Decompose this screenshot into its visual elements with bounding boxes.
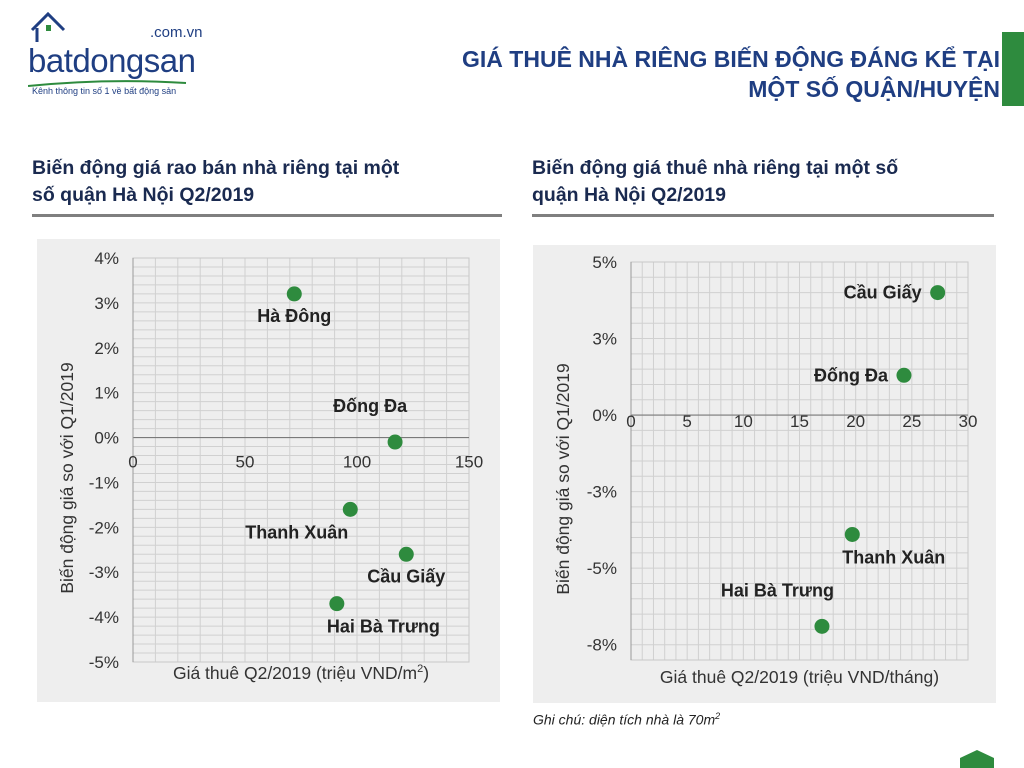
- y-tick-label: 1%: [94, 384, 119, 403]
- y-tick-label: -8%: [587, 636, 617, 655]
- y-tick-label: -5%: [89, 653, 119, 672]
- logo-tagline: Kênh thông tin số 1 về bất động sản: [32, 86, 177, 96]
- data-point-label: Hai Bà Trưng: [721, 580, 834, 600]
- y-axis-label: Biến động giá so với Q1/2019: [57, 362, 77, 593]
- y-tick-label: 3%: [592, 330, 617, 349]
- logo-domain: .com.vn: [150, 24, 203, 41]
- x-tick-label: 30: [959, 412, 978, 431]
- data-point: [342, 501, 358, 517]
- data-point: [398, 546, 414, 562]
- data-point-label: Đống Đa: [814, 365, 889, 385]
- y-tick-label: 0%: [592, 406, 617, 425]
- logo-word: batdongsan: [28, 42, 196, 79]
- data-point-label: Hà Đông: [257, 306, 331, 326]
- logo: .com.vn batdongsan Kênh thông tin số 1 v…: [28, 10, 203, 100]
- y-tick-label: 3%: [94, 294, 119, 313]
- x-axis-label: Giá thuê Q2/2019 (triệu VND/m2): [173, 663, 429, 683]
- footnote-sup: 2: [715, 711, 721, 721]
- left-chart-panel: 4% 3% 2% 1% 0% -1% -2% -3% -4% -5% 0 50 100 150 Giá th…: [37, 239, 500, 702]
- x-tick-label: 100: [343, 453, 371, 472]
- data-point: [930, 285, 946, 301]
- x-axis-label-text: Giá thuê Q2/2019 (triệu VND/m: [173, 663, 417, 683]
- y-tick-label: -3%: [89, 563, 119, 582]
- plot-area: [133, 258, 469, 662]
- y-tick-label: -3%: [587, 483, 617, 502]
- data-point: [286, 286, 302, 302]
- y-tick-label: -5%: [587, 559, 617, 578]
- accent-bar: [1002, 32, 1024, 106]
- x-axis-label-text: Giá thuê Q2/2019 (triệu VND/tháng): [660, 667, 939, 687]
- x-tick-label: 0: [626, 412, 635, 431]
- x-axis-label-sup: 2: [417, 663, 423, 675]
- x-axis-label: Giá thuê Q2/2019 (triệu VND/tháng): [660, 667, 939, 687]
- data-point-label: Hai Bà Trưng: [327, 617, 440, 637]
- page-title: GIÁ THUÊ NHÀ RIÊNG BIẾN ĐỘNG ĐÁNG KỂ TẠI…: [300, 44, 1000, 104]
- left-title-divider: [32, 214, 502, 217]
- data-point: [896, 367, 912, 383]
- x-tick-label: 10: [734, 412, 753, 431]
- y-tick-label: 5%: [592, 253, 617, 272]
- data-point-label: Thanh Xuân: [245, 522, 348, 542]
- footnote-text: Ghi chú: diện tích nhà là 70m: [533, 711, 716, 728]
- x-tick-label: 25: [902, 412, 921, 431]
- data-point-label: Cầu Giấy: [367, 566, 445, 586]
- right-chart-title-line-2: quận Hà Nội Q2/2019: [532, 184, 726, 206]
- y-tick-label: -2%: [89, 518, 119, 537]
- x-tick-label: 50: [236, 453, 255, 472]
- right-chart-title: Biến động giá thuê nhà riêng tại một số …: [532, 155, 1002, 209]
- page-title-line-1: GIÁ THUÊ NHÀ RIÊNG BIẾN ĐỘNG ĐÁNG KỂ TẠI: [462, 46, 1000, 72]
- x-tick-label: 15: [790, 412, 809, 431]
- left-scatter-chart: 4% 3% 2% 1% 0% -1% -2% -3% -4% -5% 0 50 100 150 Giá th…: [57, 249, 483, 683]
- x-tick-label: 0: [128, 453, 137, 472]
- y-tick-label: -4%: [89, 608, 119, 627]
- x-tick-label: 5: [682, 412, 691, 431]
- y-tick-label: 4%: [94, 249, 119, 268]
- x-tick-label: 150: [455, 453, 483, 472]
- corner-hexagon-icon: [960, 750, 994, 768]
- data-point: [844, 526, 860, 542]
- data-point-label: Thanh Xuân: [842, 547, 945, 567]
- house-icon: [30, 11, 66, 42]
- data-point-label: Đống Đa: [333, 396, 408, 416]
- x-tick-label: 20: [846, 412, 865, 431]
- page-title-line-2: MỘT SỐ QUẬN/HUYỆN: [748, 76, 1000, 102]
- logo-swoosh: [28, 80, 187, 87]
- data-point: [814, 618, 830, 634]
- y-tick-label: 2%: [94, 339, 119, 358]
- left-chart-title-line-1: Biến động giá rao bán nhà riêng tại một: [32, 157, 400, 179]
- y-tick-label: -1%: [89, 473, 119, 492]
- data-point-label: Cầu Giấy: [844, 283, 922, 303]
- right-chart-title-line-1: Biến động giá thuê nhà riêng tại một số: [532, 157, 899, 179]
- y-tick-label: 0%: [94, 429, 119, 448]
- data-point: [329, 596, 345, 612]
- right-chart-panel: 5% 3% 0% -3% -5% -8% 0 5 10 15 20 25 30 Giá thuê Q2/2…: [533, 245, 996, 703]
- right-title-divider: [532, 214, 994, 217]
- left-chart-title-line-2: số quận Hà Nội Q2/2019: [32, 184, 255, 206]
- data-point: [387, 434, 403, 450]
- footnote: Ghi chú: diện tích nhà là 70m2: [533, 711, 720, 728]
- right-scatter-chart: 5% 3% 0% -3% -5% -8% 0 5 10 15 20 25 30 Giá thuê Q2/2…: [553, 253, 978, 687]
- x-axis-label-end: ): [423, 663, 429, 683]
- y-axis-label: Biến động giá so với Q1/2019: [553, 363, 573, 594]
- left-chart-title: Biến động giá rao bán nhà riêng tại một …: [32, 155, 502, 209]
